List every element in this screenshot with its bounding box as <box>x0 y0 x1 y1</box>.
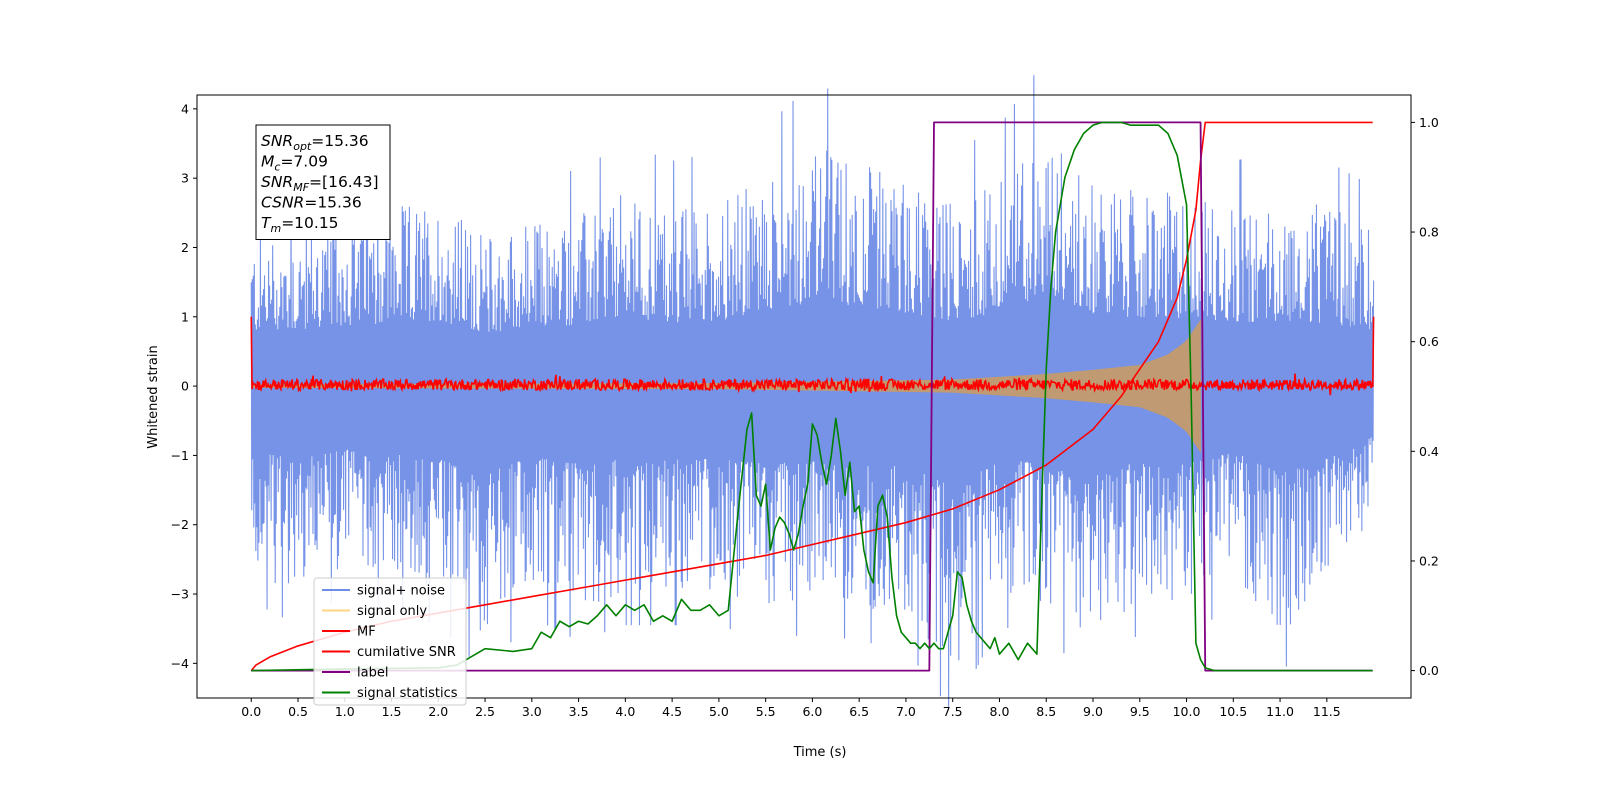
annotation-value: =[16.43] <box>309 173 378 191</box>
series-signal-statistics <box>251 121 1373 672</box>
annotation-symbol: SNR <box>261 173 293 191</box>
x-tick-label: 0.5 <box>288 704 308 719</box>
axes-frame <box>196 94 1412 699</box>
x-tick-label: 2.5 <box>475 704 495 719</box>
x-tick-label: 3.0 <box>522 704 542 719</box>
annotation-subscript: c <box>274 161 280 174</box>
y-tick-label: 3 <box>181 171 189 186</box>
x-tick-label: 8.5 <box>1036 704 1056 719</box>
legend-label: label <box>357 666 388 681</box>
x-tick-label: 9.0 <box>1083 704 1103 719</box>
y-tick-label: −2 <box>171 517 189 532</box>
annotation-frame <box>255 124 391 240</box>
y-tick-label: −4 <box>171 656 189 671</box>
annotation-line: Tm=10.15 <box>261 214 339 235</box>
y-axis-left: −4 −3 −2 −1 0 1 2 3 4 <box>171 101 197 671</box>
x-tick-label: 10.0 <box>1173 704 1201 719</box>
x-tick-label: 7.5 <box>943 704 963 719</box>
y-right-tick-label: 0.2 <box>1419 553 1439 568</box>
plot-area <box>250 75 1375 708</box>
x-tick-label: 11.0 <box>1266 704 1294 719</box>
annotation-symbol: T <box>261 214 272 232</box>
y-right-tick-label: 0.0 <box>1419 663 1439 678</box>
annotation-line: Mc=7.09 <box>261 153 328 174</box>
annotation-value: =15.36 <box>311 132 368 150</box>
x-tick-label: 6.5 <box>849 704 869 719</box>
y-tick-label: 4 <box>181 101 189 116</box>
y-axis-label: Whitened strain <box>146 345 161 448</box>
annotation-line: SNRopt=15.36 <box>261 132 369 153</box>
y-tick-label: 0 <box>181 379 189 394</box>
legend-label: signal statistics <box>357 686 458 701</box>
series-mf <box>250 316 1375 396</box>
x-tick-label: 8.0 <box>990 704 1010 719</box>
x-tick-label: 3.5 <box>569 704 589 719</box>
y-right-tick-label: 0.6 <box>1419 334 1439 349</box>
legend-label: signal only <box>357 604 427 619</box>
x-tick-label: 9.5 <box>1130 704 1150 719</box>
y-tick-label: −1 <box>171 448 189 463</box>
x-tick-label: 1.5 <box>382 704 402 719</box>
annotation-line: CSNR=15.36 <box>261 194 362 212</box>
annotation-subscript: m <box>270 222 281 235</box>
x-tick-label: 1.0 <box>335 704 355 719</box>
legend-label: MF <box>357 625 376 640</box>
x-tick-label: 0.0 <box>241 704 261 719</box>
annotation-subscript: MF <box>293 181 309 194</box>
x-tick-label: 4.5 <box>662 704 682 719</box>
legend: signal+ noise signal only MF cumilative SNR… <box>313 577 467 706</box>
annotation-line: SNRMF=[16.43] <box>261 173 379 194</box>
x-tick-label: 10.5 <box>1219 704 1247 719</box>
stats-annotation: SNRopt=15.36Mc=7.09SNRMF=[16.43]CSNR=15.… <box>255 124 391 240</box>
y-tick-label: 1 <box>181 309 189 324</box>
x-tick-label: 4.0 <box>615 704 635 719</box>
y-tick-label: −3 <box>171 587 189 602</box>
annotation-symbol: CSNR <box>261 194 304 212</box>
annotation-value: =15.36 <box>304 194 361 212</box>
annotation-value: =7.09 <box>280 153 328 171</box>
annotation-value: =10.15 <box>281 214 338 232</box>
legend-frame <box>313 577 467 706</box>
legend-label: signal+ noise <box>357 584 445 599</box>
annotation-symbol: M <box>261 153 274 171</box>
x-tick-label: 2.0 <box>428 704 448 719</box>
x-tick-label: 5.0 <box>709 704 729 719</box>
x-tick-label: 5.5 <box>756 704 776 719</box>
legend-label: cumilative SNR <box>357 645 456 660</box>
x-tick-label: 6.0 <box>802 704 822 719</box>
x-axis-label: Time (s) <box>793 745 847 760</box>
y-axis-right: 0.0 0.2 0.4 0.6 0.8 1.0 <box>1411 115 1439 678</box>
y-right-tick-label: 1.0 <box>1419 115 1439 130</box>
x-tick-label: 11.5 <box>1313 704 1341 719</box>
y-tick-label: 2 <box>181 240 189 255</box>
y-right-tick-label: 0.8 <box>1419 225 1439 240</box>
x-axis: 0.0 0.5 1.0 1.5 2.0 2.5 3.0 3.5 4.0 4.5 5.0 5.5 6.0 6… <box>241 698 1341 719</box>
annotation-subscript: opt <box>293 140 312 153</box>
y-right-tick-label: 0.4 <box>1419 444 1439 459</box>
x-tick-label: 7.0 <box>896 704 916 719</box>
annotation-symbol: SNR <box>261 132 293 150</box>
